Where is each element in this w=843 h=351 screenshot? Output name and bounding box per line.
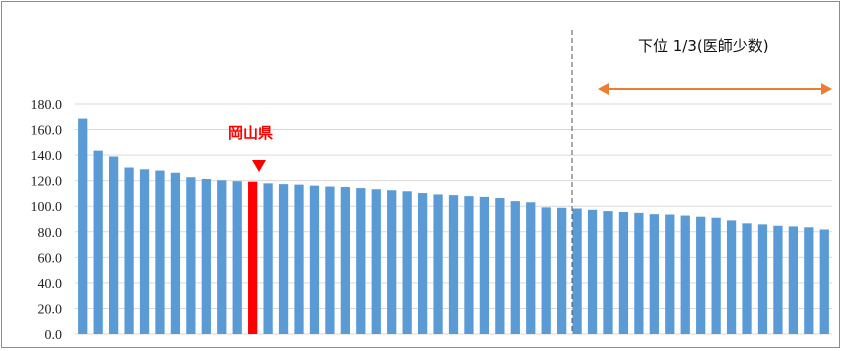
y-tick-label: 100.0 bbox=[31, 200, 63, 215]
bar bbox=[325, 186, 335, 334]
bar bbox=[464, 196, 474, 334]
bar bbox=[433, 194, 443, 334]
y-tick-label: 20.0 bbox=[38, 302, 63, 317]
y-tick-label: 120.0 bbox=[31, 175, 63, 190]
bar bbox=[680, 215, 690, 334]
bottom-third-label: 下位 1/3(医師少数) bbox=[638, 37, 769, 55]
bar bbox=[217, 180, 227, 334]
bar bbox=[649, 214, 659, 334]
y-tick-label: 40.0 bbox=[38, 277, 63, 292]
bar bbox=[263, 183, 273, 334]
bar bbox=[510, 201, 520, 334]
bar bbox=[448, 195, 459, 334]
bar bbox=[788, 226, 799, 334]
bar bbox=[634, 212, 644, 334]
bar bbox=[541, 207, 551, 334]
y-tick-label: 160.0 bbox=[31, 124, 63, 139]
bar bbox=[587, 209, 598, 334]
bar bbox=[804, 227, 814, 334]
bar bbox=[696, 216, 706, 334]
bar bbox=[387, 190, 397, 334]
bar bbox=[155, 170, 165, 334]
bar bbox=[278, 184, 289, 334]
bar bbox=[618, 211, 629, 334]
y-tick-label: 180.0 bbox=[31, 98, 63, 113]
bar bbox=[294, 184, 304, 334]
bar bbox=[479, 196, 490, 334]
bar bbox=[726, 220, 737, 334]
bar bbox=[711, 217, 721, 334]
bar bbox=[186, 177, 196, 334]
bar bbox=[124, 167, 134, 334]
bar bbox=[170, 172, 181, 334]
bar bbox=[417, 193, 428, 334]
bar bbox=[371, 189, 381, 334]
bar bbox=[93, 150, 103, 334]
bar bbox=[139, 169, 150, 334]
bottom-third-arrow bbox=[598, 83, 832, 95]
highlight-label: 岡山県 bbox=[228, 124, 273, 142]
y-axis-ticks: 180.0 160.0 140.0 120.0 100.0 80.0 60.0 40.0 20.… bbox=[31, 98, 63, 343]
y-tick-label: 60.0 bbox=[38, 251, 63, 266]
bar bbox=[309, 185, 320, 334]
bar bbox=[742, 223, 752, 334]
bar-highlight bbox=[248, 181, 258, 334]
bar bbox=[526, 202, 536, 334]
bar bbox=[603, 211, 613, 334]
bar bbox=[78, 118, 88, 334]
bar bbox=[356, 188, 366, 334]
bar bbox=[495, 198, 505, 334]
y-tick-label: 0.0 bbox=[45, 328, 63, 343]
bar bbox=[773, 225, 783, 334]
y-tick-label: 140.0 bbox=[31, 149, 63, 164]
bar bbox=[757, 224, 768, 334]
bar bbox=[819, 229, 829, 334]
bar bbox=[557, 207, 567, 334]
bar bbox=[108, 156, 119, 334]
bar bbox=[402, 191, 412, 334]
highlight-marker-icon bbox=[252, 160, 266, 172]
bar bbox=[665, 214, 675, 334]
bar bbox=[232, 181, 242, 334]
bar bbox=[340, 187, 350, 334]
y-tick-label: 80.0 bbox=[38, 226, 63, 241]
bar bbox=[572, 208, 582, 334]
bars bbox=[78, 118, 829, 334]
bar bbox=[201, 179, 211, 334]
